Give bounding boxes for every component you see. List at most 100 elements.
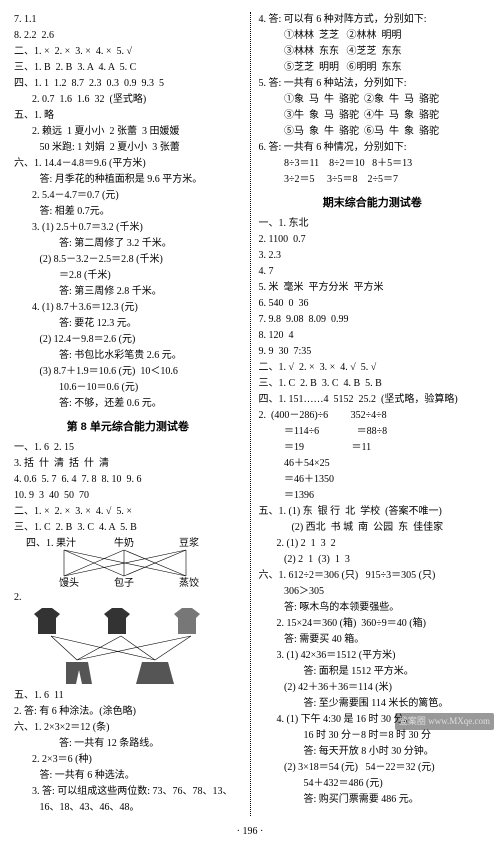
page-number: · 196 · <box>14 824 486 839</box>
ans-line: 3. (1) 42×36＝1512 (平方米) <box>259 648 487 663</box>
ans-line: 五、1. (1) 东 银 行 北 学校 (答案不唯一) <box>259 504 487 519</box>
ans-line: ＝2.8 (千米) <box>14 268 242 283</box>
ans-line: 5. 答: 一共有 6 种站法，分列如下: <box>259 76 487 91</box>
ans-line: ①象 马 牛 骆驼 ②象 牛 马 骆驼 <box>259 92 487 107</box>
ans-line: ＝46＋1350 <box>259 472 487 487</box>
ans-line: 54＋432＝486 (元) <box>259 776 487 791</box>
ans-line: 10. 9 3 40 50 70 <box>14 488 242 503</box>
ans-line: (2) 42＋36＋36＝114 (米) <box>259 680 487 695</box>
ans-line: 三、1. B 2. B 3. A 4. A 5. C <box>14 60 242 75</box>
two-column-layout: 7. 1.1 8. 2.2 2.6 二、1. × 2. × 3. × 4. × … <box>14 12 486 816</box>
ans-line: 答: 第三周修 2.8 千米。 <box>14 284 242 299</box>
ans-line: 答: 需要买 40 箱。 <box>259 632 487 647</box>
ans-line: 答: 每天开放 8 小时 30 分钟。 <box>259 744 487 759</box>
ans-line: 2. 答: 有 6 种涂法。(涂色略) <box>14 704 242 719</box>
ans-line: 一、1. 东北 <box>259 216 487 231</box>
ans-line: 二、1. √ 2. × 3. × 4. √ 5. √ <box>259 360 487 375</box>
ans-line: 306＞305 <box>259 584 487 599</box>
ans-line: 2. <box>14 590 242 605</box>
ans-line: 2. (1) 2 1 3 2 <box>259 536 487 551</box>
ans-line: 三、1. C 2. B 3. C 4. A 5. B <box>14 520 242 535</box>
d1-bot-0: 馒头 <box>59 577 79 589</box>
ans-line: 答: 不够，还差 0.6 元。 <box>14 396 242 411</box>
ans-line: 3. 答: 可以组成这些两位数: 73、76、78、13、 <box>14 784 242 799</box>
d1-top-2: 豆浆 <box>179 536 199 549</box>
ans-line: 四、1. 151……4 5152 25.2 (坚式略，验算略) <box>259 392 487 407</box>
ans-line: 2. 赖远 1 夏小小 2 张蕾 3 田媛媛 <box>14 124 242 139</box>
ans-line: 8. 2.2 2.6 <box>14 28 242 43</box>
ans-line: ③牛 象 马 骆驼 ④牛 马 象 骆驼 <box>259 108 487 123</box>
ans-line: ＝114÷6 ＝88÷8 <box>259 424 487 439</box>
ans-line: 答: 啄木鸟的本领要强些。 <box>259 600 487 615</box>
ans-line: 16、18、43、46、48。 <box>14 800 242 815</box>
ans-line: 三、1. C 2. B 3. C 4. B 5. B <box>259 376 487 391</box>
ans-line: 答: 一共有 6 种选法。 <box>14 768 242 783</box>
ans-line: (2) 12.4－9.8＝2.6 (元) <box>14 332 242 347</box>
ans-line: (2) 3×18＝54 (元) 54－22＝32 (元) <box>259 760 487 775</box>
ans-line: 答: 书包比水彩笔贵 2.6 元。 <box>14 348 242 363</box>
d1-top-0: 四、1. 果汁 <box>26 536 76 549</box>
ans-line: 4. 答: 可以有 6 种对阵方式，分别如下: <box>259 12 487 27</box>
ans-line: ＝1396 <box>259 488 487 503</box>
d1-top-1: 牛奶 <box>114 536 134 549</box>
ans-line: 10.6－10＝0.6 (元) <box>14 380 242 395</box>
ans-line: 二、1. × 2. × 3. × 4. × 5. √ <box>14 44 242 59</box>
ans-line: 2. 0.7 1.6 1.6 32 (坚式略) <box>14 92 242 107</box>
ans-line: 答: 购买门票需要 486 元。 <box>259 792 487 807</box>
ans-line: 二、1. × 2. × 3. × 4. √ 5. × <box>14 504 242 519</box>
ans-line: (2) 2 1 (3) 1 3 <box>259 552 487 567</box>
ans-line: ⑤马 象 牛 骆驼 ⑥马 牛 象 骆驼 <box>259 124 487 139</box>
ans-line: (3) 8.7＋1.9＝10.6 (元) 10＜10.6 <box>14 364 242 379</box>
ans-line: 2. (400－286)÷6 352÷4÷8 <box>259 408 487 423</box>
ans-line: 50 米跑: 1 刘娟 2 夏小小 3 张蕾 <box>14 140 242 155</box>
ans-line: 2. 15×24＝360 (箱) 360÷9＝40 (箱) <box>259 616 487 631</box>
ans-line: 4. 0.6 5. 7 6. 4 7. 8 8. 10 9. 6 <box>14 472 242 487</box>
ans-line: 4. (1) 8.7＋3.6＝12.3 (元) <box>14 300 242 315</box>
ans-line: ⑤芝芝 明明 ⑥明明 东东 <box>259 60 487 75</box>
left-column: 7. 1.1 8. 2.2 2.6 二、1. × 2. × 3. × 4. × … <box>14 12 242 816</box>
ans-line: 五、1. 6 11 <box>14 688 242 703</box>
ans-line: 答: 要花 12.3 元。 <box>14 316 242 331</box>
ans-line: 答: 至少需要围 114 米长的篱笆。 <box>259 696 487 711</box>
ans-line: (2) 西北 书 城 南 公园 东 佳佳家 <box>259 520 487 535</box>
ans-line: 一、1. 6 2. 15 <box>14 440 242 455</box>
ans-line: 6. 540 0 36 <box>259 296 487 311</box>
ans-line: 2. 5.4－4.7＝0.7 (元) <box>14 188 242 203</box>
ans-line: 答: 面积是 1512 平方米。 <box>259 664 487 679</box>
watermark: 登案圈 www.MXqe.com <box>395 713 494 731</box>
ans-line: 六、1. 14.4－4.8＝9.6 (平方米) <box>14 156 242 171</box>
ans-line: 3. 2.3 <box>259 248 487 263</box>
column-divider <box>250 12 251 816</box>
unit8-title: 第 8 单元综合能力测试卷 <box>14 419 242 436</box>
ans-line: 6. 答: 一共有 6 种情况，分别如下: <box>259 140 487 155</box>
ans-line: 2. 2×3＝6 (种) <box>14 752 242 767</box>
ans-line: 3. 括 什 清 括 什 清 <box>14 456 242 471</box>
ans-line: 答: 月季花的种植面积是 9.6 平方米。 <box>14 172 242 187</box>
matching-diagram-2 <box>14 606 242 688</box>
d1-bot-2: 蒸饺 <box>179 576 199 589</box>
matching-diagram-1: 四、1. 果汁 牛奶 豆浆 馒头 包子 蒸饺 <box>14 536 242 590</box>
ans-line: 46＋54×25 <box>259 456 487 471</box>
ans-line: 六、1. 2×3×2＝12 (条) <box>14 720 242 735</box>
ans-line: 答: 一共有 12 条路线。 <box>14 736 242 751</box>
ans-line: (2) 8.5－3.2－2.5＝2.8 (千米) <box>14 252 242 267</box>
ans-line: 5. 米 毫米 平方分米 平方米 <box>259 280 487 295</box>
final-exam-title: 期末综合能力测试卷 <box>259 195 487 212</box>
ans-line: 六、1. 612÷2＝306 (只) 915÷3＝305 (只) <box>259 568 487 583</box>
ans-line: 2. 1100 0.7 <box>259 232 487 247</box>
ans-line: 3÷2＝5 3÷5＝8 2÷5＝7 <box>259 172 487 187</box>
ans-line: 4. 7 <box>259 264 487 279</box>
ans-line: 五、1. 略 <box>14 108 242 123</box>
ans-line: 8÷3＝11 8÷2＝10 8＋5＝13 <box>259 156 487 171</box>
ans-line: ＝19 ＝11 <box>259 440 487 455</box>
ans-line: ①林林 芝芝 ②林林 明明 <box>259 28 487 43</box>
ans-line: 7. 1.1 <box>14 12 242 27</box>
ans-line: 8. 120 4 <box>259 328 487 343</box>
d1-bot-1: 包子 <box>114 576 134 589</box>
ans-line: 3. (1) 2.5＋0.7＝3.2 (千米) <box>14 220 242 235</box>
ans-line: 9. 9 30 7:35 <box>259 344 487 359</box>
ans-line: 答: 相差 0.7元。 <box>14 204 242 219</box>
ans-line: 四、1. 1 1.2 8.7 2.3 0.3 0.9 9.3 5 <box>14 76 242 91</box>
ans-line: ③林林 东东 ④芝芝 东东 <box>259 44 487 59</box>
right-column: 4. 答: 可以有 6 种对阵方式，分别如下: ①林林 芝芝 ②林林 明明 ③林… <box>259 12 487 816</box>
